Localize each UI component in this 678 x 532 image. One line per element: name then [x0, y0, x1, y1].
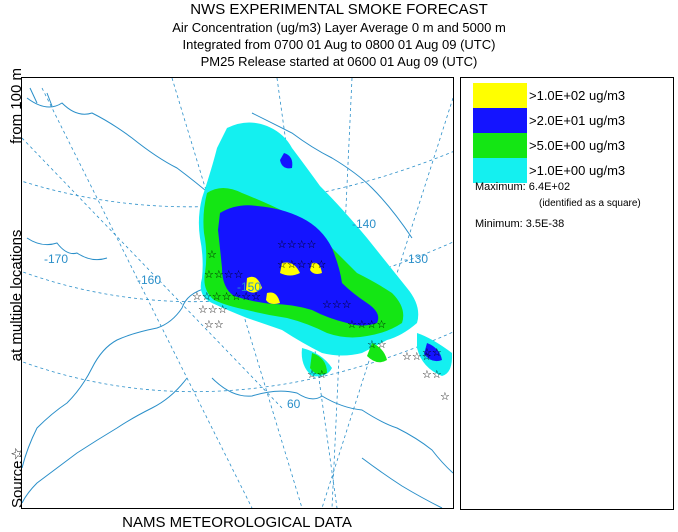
panhandle-coast: [361, 457, 443, 508]
release-info: PM25 Release started at 0600 01 Aug 09 (…: [200, 54, 478, 69]
maximum-note: (identified as a square): [539, 198, 641, 209]
legend-label: >2.0E+01 ug/m3: [529, 113, 626, 128]
source-marker: ☆☆☆☆: [347, 319, 387, 331]
legend-panel: >1.0E+02 ug/m3 >2.0E+01 ug/m3 >5.0E+00 u…: [460, 77, 674, 510]
legend-label: >1.0E+02 ug/m3: [529, 88, 626, 103]
legend-item: >1.0E+00 ug/m3: [473, 158, 625, 183]
source-marker: ☆: [440, 391, 450, 403]
source-marker: ☆☆: [422, 369, 442, 381]
lat-80-line: [22, 151, 453, 208]
source-marker: ☆☆☆☆: [204, 269, 244, 281]
lon-line-6: [22, 137, 283, 409]
source-marker: ☆☆☆: [322, 299, 352, 311]
forecast-title: NWS EXPERIMENTAL SMOKE FORECAST: [190, 1, 488, 18]
source-marker: ☆: [207, 249, 217, 261]
legend-swatch-blue: [473, 108, 527, 133]
source-marker: ☆☆: [307, 369, 327, 381]
maximum-value: Maximum: 6.4E+02: [475, 181, 571, 193]
peninsula-coast: [22, 377, 188, 504]
north-coast: [251, 112, 413, 239]
integration-period: Integrated from 0700 01 Aug to 0800 01 A…: [182, 37, 496, 52]
legend-item: >1.0E+02 ug/m3: [473, 83, 625, 108]
legend-label: >1.0E+00 ug/m3: [529, 163, 626, 178]
source-marker: ☆☆☆: [198, 304, 228, 316]
seward-coast: [26, 237, 108, 261]
source-markers: ☆☆☆☆ ☆☆☆☆☆☆☆ ☆☆☆☆ ☆☆☆☆☆ ☆ ☆☆☆ ☆☆☆☆ ☆☆ ☆☆…: [192, 239, 450, 403]
source-marker: ☆☆: [422, 347, 442, 359]
map-canvas: ☆☆☆☆ ☆☆☆☆☆☆☆ ☆☆☆☆ ☆☆☆☆☆ ☆ ☆☆☆ ☆☆☆☆ ☆☆ ☆☆…: [22, 78, 453, 508]
graticule: [22, 78, 453, 508]
data-source-footer: NAMS METEOROLOGICAL DATA: [122, 514, 352, 531]
lon-label: -150: [237, 280, 261, 294]
hotspot-2: [280, 262, 300, 276]
lon-label: -140: [352, 217, 376, 231]
lat-60-line: [22, 331, 453, 393]
source-marker: ☆☆☆☆☆☆☆: [192, 291, 261, 303]
source-marker: ☆☆☆☆: [277, 239, 317, 251]
plume-level-20: [218, 153, 442, 362]
lon-label: -160: [137, 273, 161, 287]
source-marker: ☆☆: [367, 339, 387, 351]
legend-item: >5.0E+00 ug/m3: [473, 133, 625, 158]
source-marker: ☆☆☆: [402, 351, 432, 363]
legend-item: >2.0E+01 ug/m3: [473, 108, 625, 133]
lat-70-line: [22, 241, 453, 303]
source-marker: ☆☆: [204, 319, 224, 331]
lat-label: 60: [287, 397, 301, 411]
russia-coast: [29, 87, 53, 107]
legend-label: >5.0E+00 ug/m3: [529, 138, 626, 153]
concentration-subtitle: Air Concentration (ug/m3) Layer Average …: [172, 20, 506, 35]
lon-label: -130: [404, 252, 428, 266]
lon-line-1: [41, 87, 253, 508]
hotspot-1: [246, 276, 262, 293]
legend-swatch-cyan: [473, 158, 527, 183]
plume-level-100: [246, 262, 322, 304]
hotspot-3: [266, 292, 280, 304]
source-marker: ☆☆☆☆☆: [277, 259, 326, 271]
legend-swatch-yellow: [473, 83, 527, 108]
smoke-map: ☆☆☆☆ ☆☆☆☆☆☆☆ ☆☆☆☆ ☆☆☆☆☆ ☆ ☆☆☆ ☆☆☆☆ ☆☆ ☆☆…: [21, 77, 454, 509]
lon-label: -170: [44, 252, 68, 266]
south-coast: [211, 377, 453, 474]
legend-swatch-green: [473, 133, 527, 158]
hotspot-4: [310, 262, 322, 274]
minimum-value: Minimum: 3.5E-38: [475, 218, 565, 230]
